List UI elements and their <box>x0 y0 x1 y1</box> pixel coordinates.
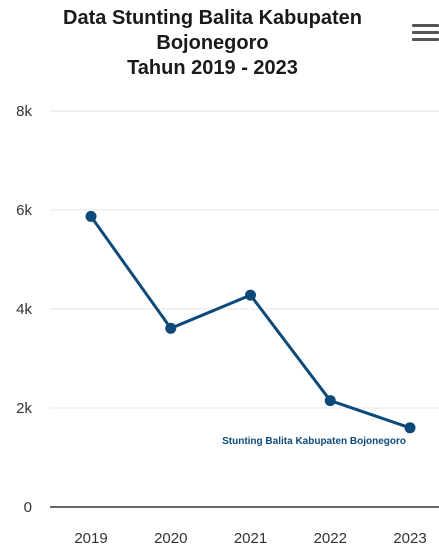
x-tick-label: 2020 <box>154 530 187 547</box>
y-tick-label: 8k <box>16 103 32 120</box>
grid-lines <box>50 110 439 508</box>
data-point-2022[interactable] <box>324 395 336 407</box>
y-tick-label: 0 <box>24 499 32 516</box>
chart-title: Data Stunting Balita Kabupaten Bojonegor… <box>40 6 385 81</box>
x-tick-label: 2021 <box>234 530 267 547</box>
series-label: Stunting Balita Kabupaten Bojonegoro <box>222 436 406 447</box>
menu-bar-top <box>412 24 439 27</box>
chart-title-line-2: Bojonegoro <box>156 32 269 54</box>
hamburger-menu-icon[interactable] <box>412 24 439 44</box>
data-point-2019[interactable] <box>85 210 97 222</box>
chart-title-line-1: Data Stunting Balita Kabupaten <box>63 7 362 29</box>
x-tick-label: 2022 <box>314 530 347 547</box>
data-point-2023[interactable] <box>404 422 416 434</box>
y-tick-label: 6k <box>16 202 32 219</box>
x-axis-tick-labels: 2019 2020 2021 2022 2023 <box>74 530 426 547</box>
series-layer: Stunting Balita Kabupaten Bojonegoro <box>85 210 416 447</box>
menu-bar-bottom <box>412 38 439 41</box>
y-tick-label: 4k <box>16 301 32 318</box>
y-tick-label: 2k <box>16 400 32 417</box>
chart-title-line-3: Tahun 2019 - 2023 <box>127 57 298 79</box>
data-point-2021[interactable] <box>245 289 256 301</box>
data-point-2020[interactable] <box>165 322 177 334</box>
series-line <box>89 214 412 430</box>
menu-bar-middle <box>412 31 439 34</box>
y-axis-tick-labels: 0 2k 4k 6k 8k <box>16 103 32 516</box>
x-tick-label: 2019 <box>74 530 107 547</box>
x-tick-label: 2023 <box>393 530 426 547</box>
